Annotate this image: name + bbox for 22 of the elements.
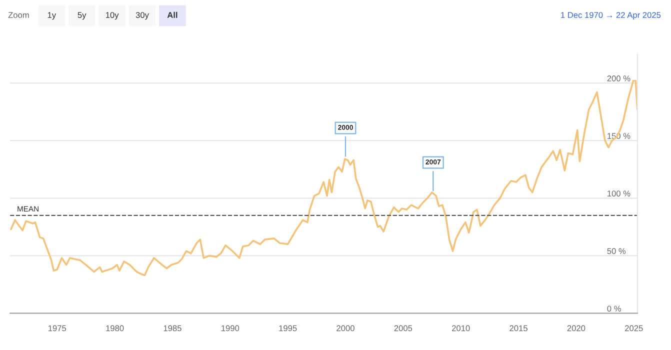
x-tick-label: 2000 [336,325,354,332]
x-tick-label: 1975 [48,325,66,332]
x-tick-label: 2005 [394,325,412,332]
x-tick-label: 1995 [279,325,297,332]
x-tick-label: 2025 [625,325,643,332]
x-tick-label: 2010 [452,325,470,332]
text: 1 Dec 1970 → 22 Apr 2025 [561,12,661,20]
y-tick-label: 100 % [608,190,630,196]
y-tick-label: 50 % [607,248,626,254]
text: 30y [136,12,149,20]
x-tick-label: 2015 [510,325,528,332]
text: Zoom [8,12,29,18]
x-tick-label: 1985 [164,325,182,332]
text: All [167,12,178,18]
y-tick-label: 0 % [607,306,621,312]
text: 5y [78,12,86,20]
x-tick-label: 2020 [567,325,586,332]
x-tick-label: 1990 [222,325,240,332]
text: 10y [106,12,119,20]
y-tick-label: 200 % [607,75,630,82]
x-tick-label: 1980 [106,325,124,332]
text: 1y [48,12,56,20]
